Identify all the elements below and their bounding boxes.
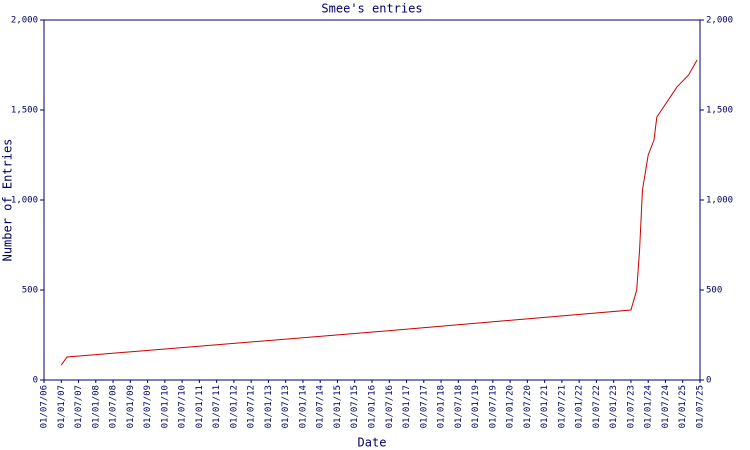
x-tick-label: 01/07/25 [696, 385, 706, 428]
y-tick-label: 500 [22, 286, 38, 296]
y-axis-label: Number of Entries [1, 139, 15, 262]
x-tick-label: 01/07/23 [626, 385, 636, 428]
x-tick-label: 01/01/24 [644, 385, 654, 428]
y2-tick-label: 0 [706, 376, 711, 386]
x-tick-label: 01/07/11 [212, 385, 222, 428]
x-tick-label: 01/07/10 [178, 385, 188, 428]
x-tick-label: 01/07/07 [74, 385, 84, 428]
x-tick-label: 01/01/10 [160, 385, 170, 428]
x-tick-label: 01/07/15 [350, 385, 360, 428]
x-tick-label: 01/01/16 [368, 385, 378, 428]
x-tick-label: 01/01/25 [678, 385, 688, 428]
x-tick-label: 01/01/17 [402, 385, 412, 428]
x-tick-label: 01/07/16 [385, 385, 395, 428]
x-tick-label: 01/07/21 [557, 385, 567, 428]
x-tick-label: 01/01/23 [609, 385, 619, 428]
x-tick-label: 01/01/08 [91, 385, 101, 428]
y-tick-label: 0 [33, 376, 38, 386]
x-tick-label: 01/07/08 [109, 385, 119, 428]
x-tick-label: 01/07/20 [523, 385, 533, 428]
x-tick-label: 01/01/15 [333, 385, 343, 428]
x-tick-label: 01/07/17 [419, 385, 429, 428]
x-tick-label: 01/01/12 [229, 385, 239, 428]
x-tick-label: 01/01/13 [264, 385, 274, 428]
y-tick-label: 2,000 [11, 16, 38, 26]
chart-title: Smee's entries [321, 2, 422, 16]
x-tick-label: 01/07/19 [488, 385, 498, 428]
x-tick-label: 01/07/18 [454, 385, 464, 428]
x-tick-label: 01/01/21 [540, 385, 550, 428]
x-tick-label: 01/07/13 [281, 385, 291, 428]
x-tick-label: 01/07/24 [661, 385, 671, 428]
x-tick-label: 01/01/07 [57, 385, 67, 428]
y-tick-label: 1,500 [11, 106, 38, 116]
x-tick-label: 01/01/09 [126, 385, 136, 428]
x-tick-label: 01/01/11 [195, 385, 205, 428]
x-tick-label: 01/07/12 [247, 385, 257, 428]
plot-frame [43, 19, 701, 381]
x-tick-label: 01/01/19 [471, 385, 481, 428]
x-tick-label: 01/01/14 [298, 385, 308, 428]
x-tick-label: 01/01/20 [506, 385, 516, 428]
x-tick-label: 01/07/06 [40, 385, 50, 428]
x-axis-label: Date [358, 436, 387, 450]
y2-tick-label: 1,500 [706, 106, 733, 116]
data-line [60, 59, 698, 366]
y2-tick-label: 1,000 [706, 196, 733, 206]
y2-tick-label: 500 [706, 286, 722, 296]
y2-tick-label: 2,000 [706, 16, 733, 26]
x-tick-label: 01/07/22 [592, 385, 602, 428]
x-tick-label: 01/07/14 [316, 385, 326, 428]
x-tick-label: 01/01/18 [437, 385, 447, 428]
x-tick-label: 01/07/09 [143, 385, 153, 428]
x-tick-label: 01/01/22 [575, 385, 585, 428]
y-tick-label: 1,000 [11, 196, 38, 206]
